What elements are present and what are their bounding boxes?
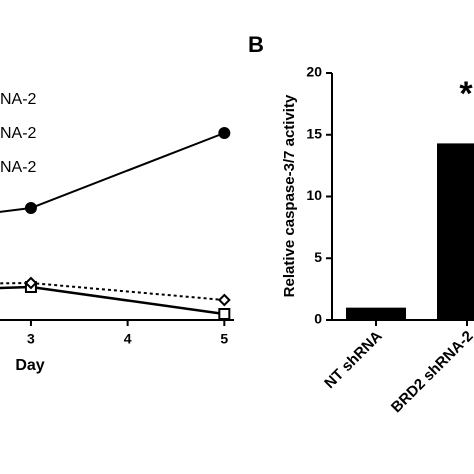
marker [218, 127, 231, 139]
marker [217, 293, 231, 307]
x-axis-label: Day [15, 357, 44, 374]
legend-entry: NA-2 [0, 91, 37, 108]
y-tick-label: 15 [306, 125, 322, 141]
marker [24, 276, 38, 290]
line-panel: 3 4 5 Day NA-2 NA-2 NA-2 [0, 91, 234, 374]
legend-entry: NA-2 [0, 159, 37, 176]
y-tick-label: 5 [314, 249, 322, 265]
x-tick-label: 4 [124, 331, 132, 347]
y-axis-label: Relative caspase-3/7 activity [281, 94, 298, 297]
panel-label: B [248, 32, 264, 57]
marker [218, 308, 231, 320]
annotation: * [459, 75, 473, 113]
y-tick-label: 0 [314, 311, 322, 327]
y-tick-label: 10 [306, 187, 322, 203]
x-tick-label: 5 [220, 331, 228, 347]
bar [346, 307, 406, 320]
x-tick-label: 3 [27, 331, 35, 347]
bar-panel: 0 5 10 15 20 Relative caspase-3/7 activity B NT… [248, 32, 474, 416]
bar [437, 143, 474, 320]
x-tick-label: NT shRNA [321, 328, 386, 393]
x-tick-label: BRD2 shRNA-2 [388, 328, 474, 417]
marker [24, 202, 37, 214]
legend-entry: NA-2 [0, 125, 37, 142]
y-tick-label: 20 [306, 64, 322, 80]
